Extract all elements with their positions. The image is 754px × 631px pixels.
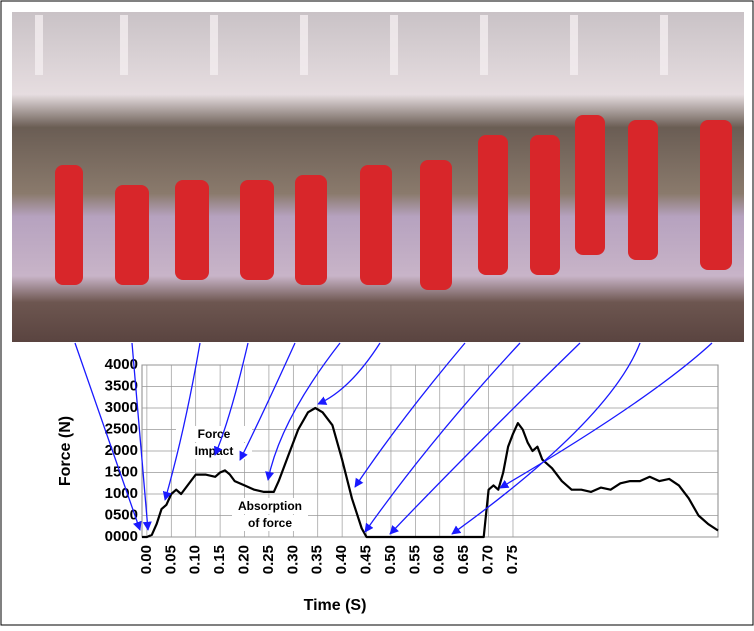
figure: 0000050010001500200025003000350040000.00… — [0, 0, 754, 626]
x-tick-label: 0.00 — [138, 545, 155, 574]
x-tick-label: 0.40 — [333, 545, 350, 574]
x-tick-label: 0.25 — [260, 545, 277, 574]
x-axis-label: Time (S) — [304, 597, 367, 614]
y-tick-label: 2500 — [105, 420, 138, 437]
y-tick-label: 3000 — [105, 399, 138, 416]
y-tick-label: 0000 — [105, 528, 138, 545]
x-tick-label: 0.20 — [235, 545, 252, 574]
x-tick-label: 0.65 — [455, 545, 472, 574]
x-tick-label: 0.05 — [162, 545, 179, 574]
photo-strip — [12, 12, 744, 342]
annotation: of force — [248, 516, 292, 530]
x-tick-label: 0.60 — [431, 545, 448, 574]
annotation: Force — [198, 427, 231, 441]
x-tick-label: 0.45 — [358, 545, 375, 574]
x-tick-label: 0.55 — [406, 545, 423, 574]
y-tick-label: 1000 — [105, 485, 138, 502]
x-tick-label: 0.75 — [504, 545, 521, 574]
x-tick-label: 0.30 — [284, 545, 301, 574]
x-tick-label: 0.70 — [480, 545, 497, 574]
annotation: Absorption — [238, 499, 302, 513]
x-tick-label: 0.50 — [382, 545, 399, 574]
y-axis-label: Force (N) — [57, 416, 74, 486]
x-tick-label: 0.10 — [187, 545, 204, 574]
annotation: Impact — [195, 444, 234, 458]
x-tick-label: 0.35 — [309, 545, 326, 574]
y-tick-label: 3500 — [105, 377, 138, 394]
x-tick-label: 0.15 — [211, 545, 228, 574]
